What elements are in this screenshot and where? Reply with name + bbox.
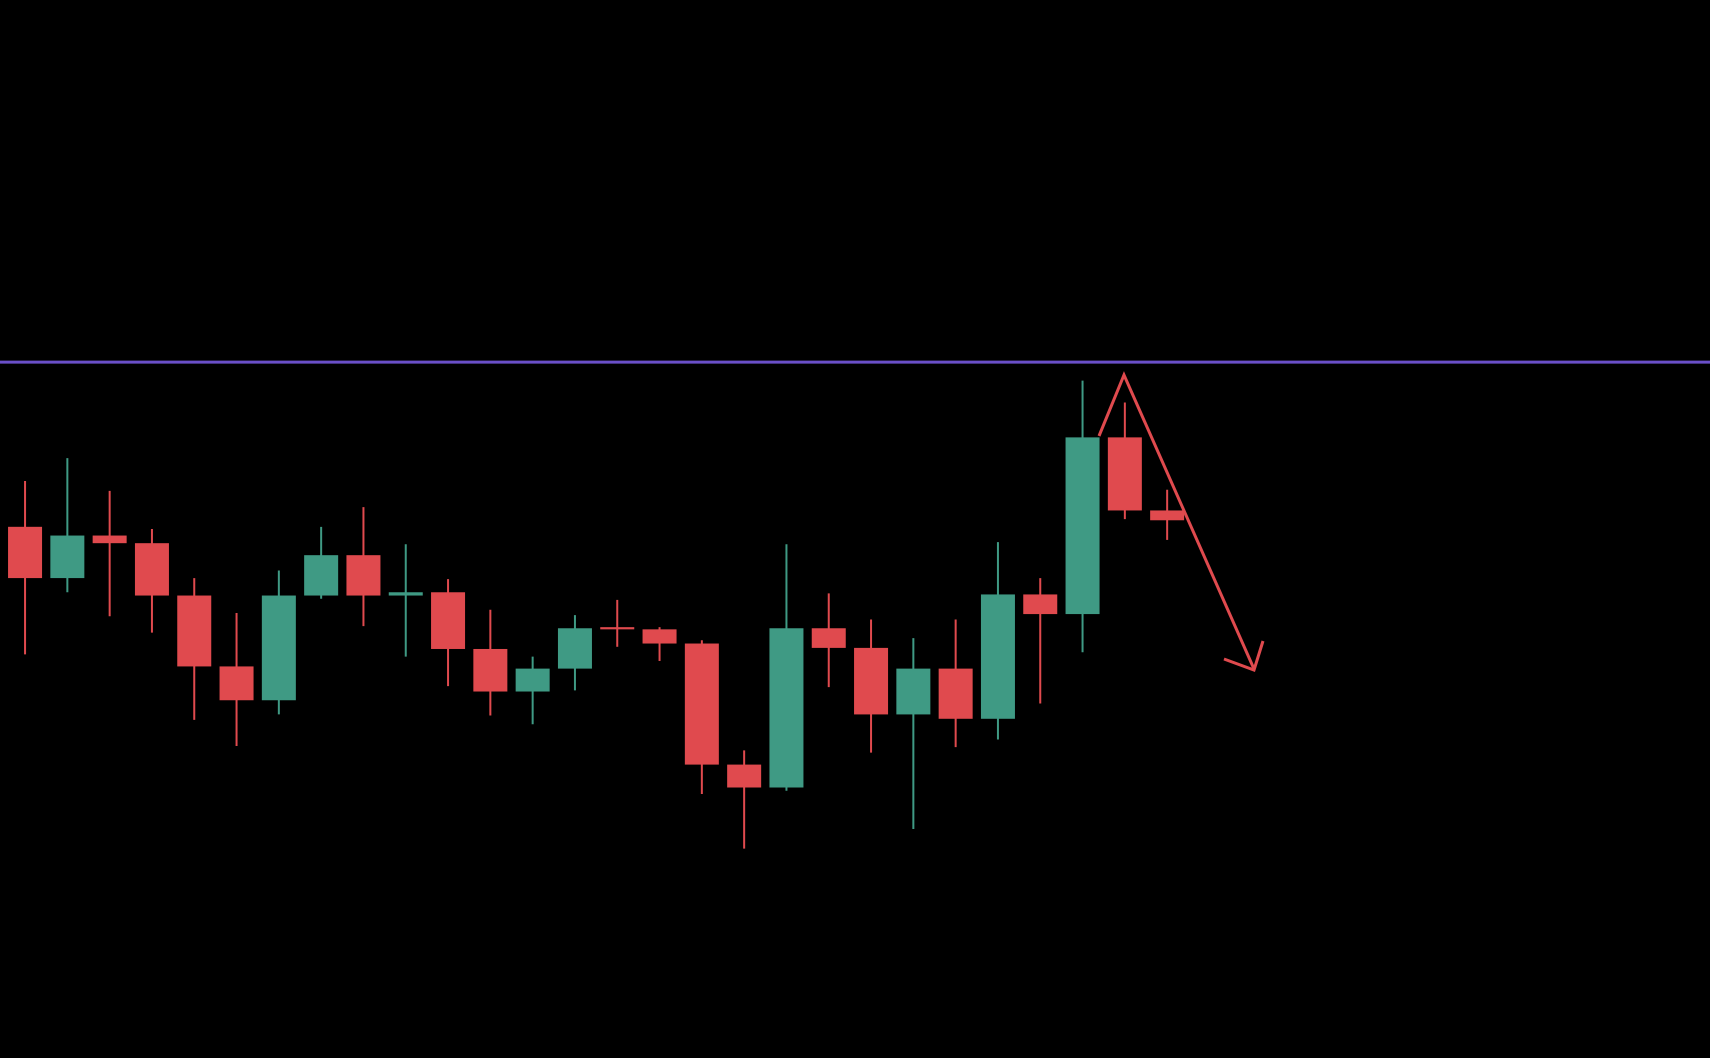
candle-body (642, 629, 677, 644)
candle-body (515, 668, 550, 692)
plot (0, 360, 1710, 849)
candle-body (8, 526, 43, 579)
arrow-head (1223, 640, 1265, 672)
candle-body (684, 643, 719, 765)
candle-body (50, 535, 85, 579)
candle-body (261, 595, 296, 701)
candle-body (1023, 594, 1058, 615)
candle-body (1065, 437, 1100, 615)
candle-body (388, 592, 423, 596)
candle-body (938, 668, 973, 719)
candle-body (727, 764, 762, 788)
candle-body (896, 668, 931, 715)
candle-body (1150, 510, 1185, 521)
candle-body (1107, 437, 1142, 511)
candle-body (177, 595, 212, 667)
candle-body (134, 543, 169, 596)
candle-body (980, 594, 1015, 719)
candle-body (431, 592, 466, 649)
candle-body (92, 535, 127, 544)
arrow-path (1097, 371, 1256, 670)
candle-body (769, 628, 804, 788)
candle-body (600, 627, 635, 630)
candle-body (346, 555, 381, 596)
candle-body (811, 628, 846, 648)
candle-body (854, 647, 889, 715)
candle-body (219, 666, 254, 701)
candle-body (473, 648, 508, 692)
candle-body (557, 628, 592, 669)
candle-body (304, 555, 339, 596)
